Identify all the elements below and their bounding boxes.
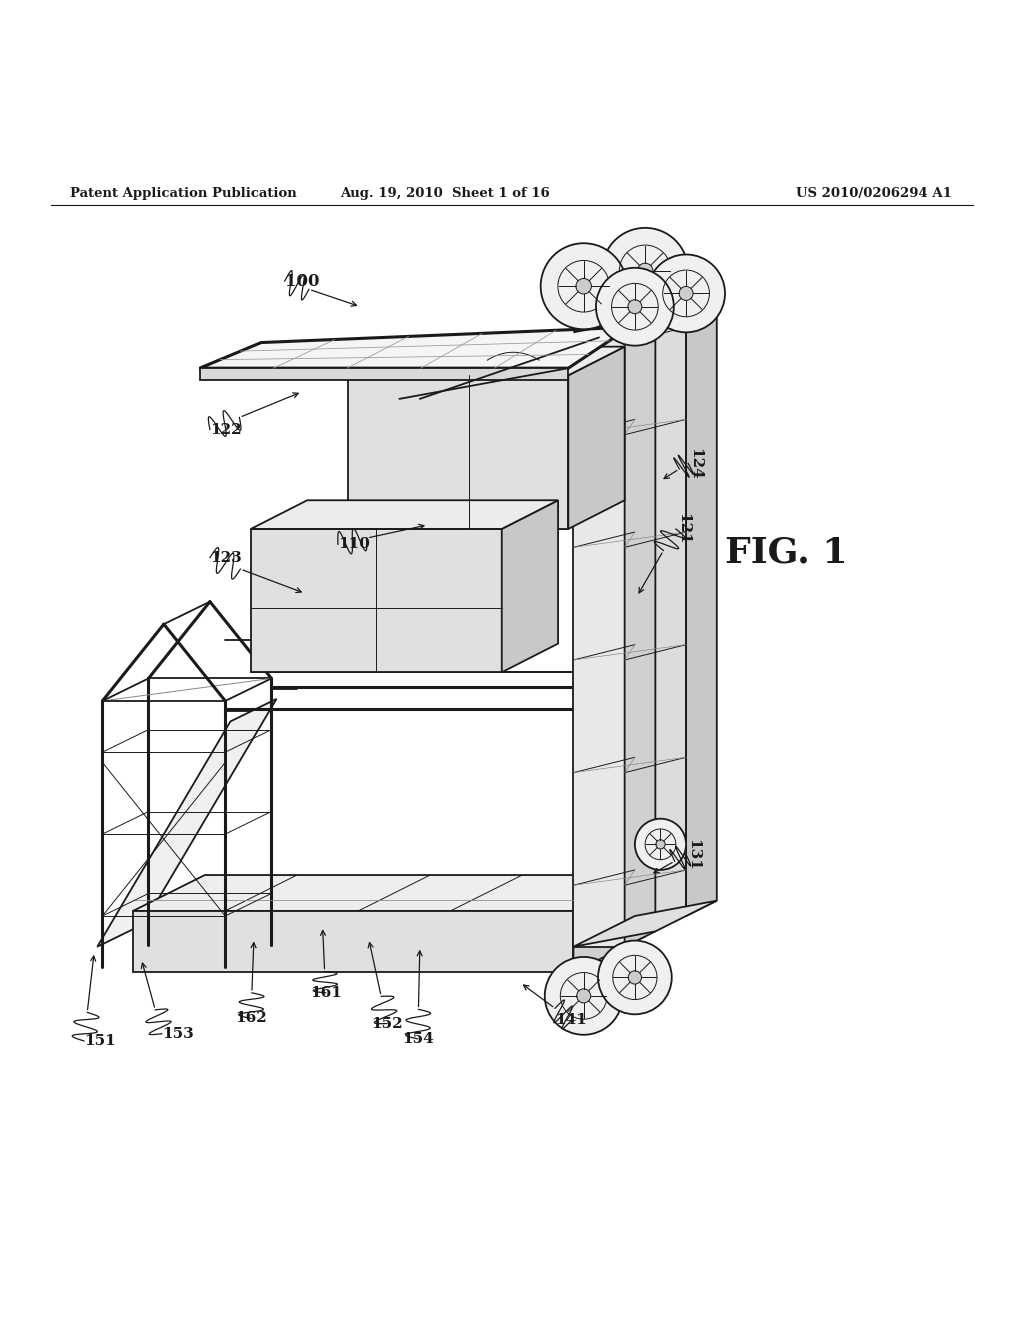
Circle shape (575, 279, 592, 294)
Circle shape (679, 286, 693, 301)
Text: 152: 152 (372, 1016, 402, 1031)
Circle shape (577, 989, 591, 1003)
Polygon shape (635, 301, 686, 916)
Text: 121: 121 (676, 513, 690, 545)
Polygon shape (97, 698, 276, 946)
Circle shape (596, 268, 674, 346)
Circle shape (656, 840, 666, 849)
Circle shape (629, 970, 641, 985)
Text: 162: 162 (234, 1011, 267, 1026)
Polygon shape (200, 368, 568, 380)
Polygon shape (573, 900, 717, 946)
Text: 110: 110 (338, 537, 370, 552)
Polygon shape (133, 875, 645, 911)
Polygon shape (502, 500, 558, 672)
Polygon shape (348, 347, 625, 375)
Text: Patent Application Publication: Patent Application Publication (70, 186, 296, 199)
Polygon shape (251, 529, 502, 672)
Text: 153: 153 (162, 1027, 194, 1040)
Polygon shape (625, 317, 655, 946)
Polygon shape (200, 327, 630, 368)
Text: 122: 122 (210, 422, 242, 437)
Circle shape (541, 243, 627, 329)
Text: 151: 151 (84, 1034, 116, 1048)
Circle shape (647, 255, 725, 333)
Polygon shape (348, 375, 568, 529)
Polygon shape (573, 875, 645, 973)
Polygon shape (251, 500, 558, 529)
Text: Aug. 19, 2010  Sheet 1 of 16: Aug. 19, 2010 Sheet 1 of 16 (341, 186, 550, 199)
Text: 123: 123 (210, 550, 242, 565)
Polygon shape (133, 911, 573, 973)
Text: 161: 161 (309, 986, 342, 999)
Circle shape (602, 228, 688, 314)
Circle shape (628, 300, 642, 314)
Circle shape (637, 263, 653, 279)
Polygon shape (686, 286, 717, 916)
Polygon shape (573, 286, 717, 333)
Circle shape (635, 818, 686, 870)
Text: FIG. 1: FIG. 1 (725, 536, 848, 569)
Text: US 2010/0206294 A1: US 2010/0206294 A1 (797, 186, 952, 199)
Text: 141: 141 (555, 1014, 588, 1027)
Circle shape (545, 957, 623, 1035)
Polygon shape (568, 347, 625, 529)
Circle shape (598, 941, 672, 1014)
Text: 100: 100 (285, 273, 319, 289)
Polygon shape (573, 333, 625, 946)
Text: 124: 124 (688, 447, 702, 479)
Text: 131: 131 (686, 838, 700, 870)
Text: 154: 154 (401, 1032, 434, 1045)
